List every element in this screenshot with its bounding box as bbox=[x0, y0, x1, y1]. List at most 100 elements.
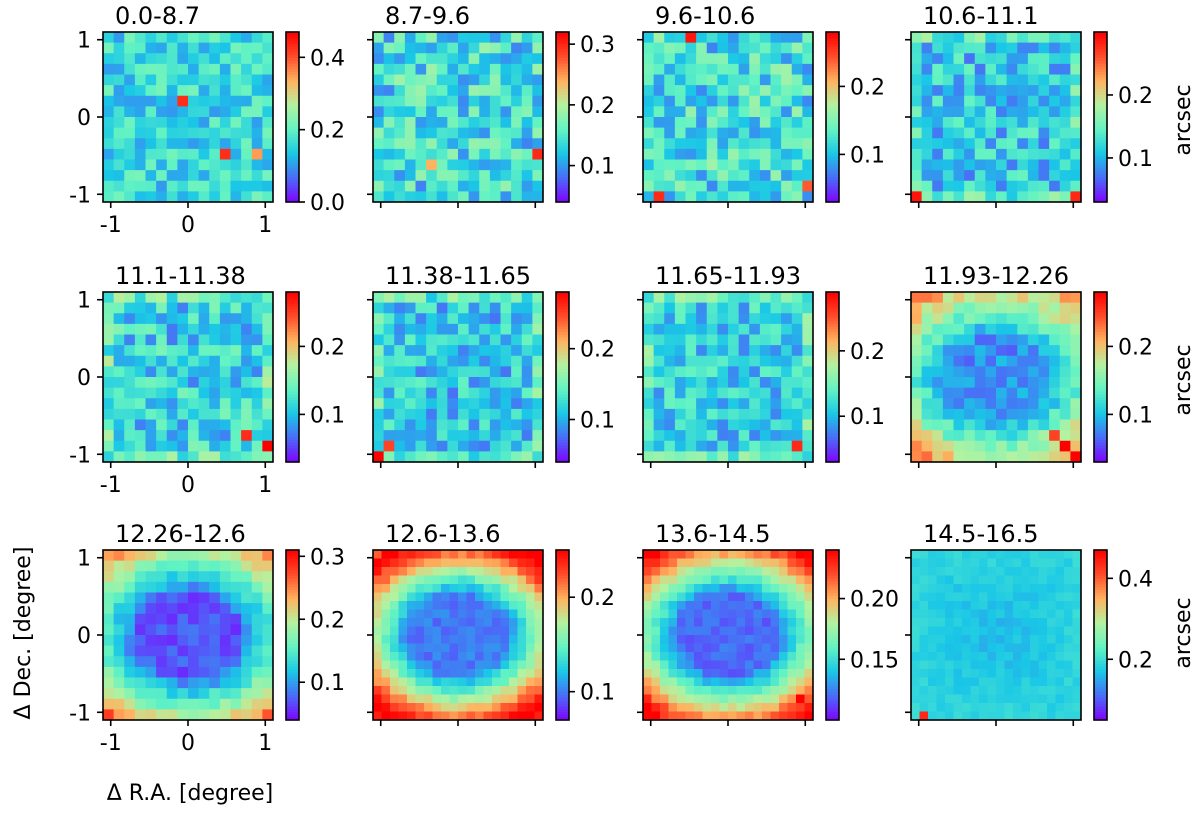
heatmap-cell bbox=[796, 694, 805, 704]
heatmap-cell bbox=[198, 32, 210, 44]
colorbar-segment bbox=[826, 377, 839, 381]
heatmap-cell bbox=[511, 117, 523, 129]
heatmap-cell bbox=[781, 85, 793, 97]
colorbar-segment bbox=[1094, 326, 1107, 330]
heatmap-cell bbox=[432, 558, 442, 568]
heatmap-cell bbox=[521, 74, 533, 86]
heatmap-cell bbox=[198, 709, 210, 721]
heatmap-cell bbox=[651, 567, 661, 576]
colorbar-segment bbox=[556, 623, 569, 627]
heatmap-cell bbox=[177, 387, 189, 399]
heatmap-cell bbox=[996, 575, 1005, 585]
heatmap-cell bbox=[219, 624, 231, 636]
heatmap-cell bbox=[1021, 558, 1031, 568]
heatmap-cell bbox=[987, 677, 997, 687]
colorbar-segment bbox=[1094, 173, 1107, 177]
heatmap-cell bbox=[177, 603, 189, 615]
heatmap-cell bbox=[483, 575, 493, 585]
heatmap-cell bbox=[643, 643, 652, 653]
heatmap-cell bbox=[145, 323, 157, 335]
heatmap-cell bbox=[791, 63, 803, 75]
heatmap-cell bbox=[802, 106, 814, 118]
heatmap-cell bbox=[728, 191, 740, 203]
heatmap-cell bbox=[230, 170, 242, 182]
heatmap-cell bbox=[796, 652, 805, 661]
heatmap-cell bbox=[1017, 95, 1029, 107]
heatmap-cell bbox=[1038, 601, 1048, 610]
heatmap-cell bbox=[651, 584, 661, 593]
heatmap-cell bbox=[483, 618, 493, 627]
heatmap-cell bbox=[685, 609, 695, 619]
heatmap-cell bbox=[1072, 669, 1082, 678]
heatmap-cell bbox=[728, 53, 740, 65]
heatmap-cell bbox=[262, 148, 274, 160]
heatmap-cell bbox=[436, 355, 448, 367]
heatmap-cell bbox=[668, 711, 678, 721]
heatmap-cell bbox=[113, 334, 125, 346]
heatmap-cell bbox=[770, 601, 780, 610]
heatmap-cell bbox=[219, 645, 231, 657]
heatmap-cell bbox=[432, 550, 442, 559]
heatmap-cell bbox=[664, 440, 676, 452]
heatmap-cell bbox=[532, 430, 544, 442]
heatmap-cell bbox=[532, 387, 544, 399]
heatmap-cell bbox=[188, 180, 200, 192]
heatmap-cell bbox=[664, 323, 676, 335]
heatmap-cell bbox=[230, 550, 242, 562]
heatmap-cell bbox=[787, 550, 797, 559]
colorbar: 0.150.20 bbox=[825, 549, 899, 721]
heatmap-cell bbox=[717, 159, 729, 171]
heatmap-cell bbox=[706, 117, 718, 129]
heatmap-cell bbox=[509, 652, 518, 661]
heatmap-cell bbox=[911, 42, 923, 54]
x-tick-label: 1 bbox=[258, 731, 272, 756]
heatmap-cell bbox=[103, 624, 115, 636]
colorbar-segment bbox=[826, 71, 839, 75]
heatmap-cell bbox=[685, 430, 697, 442]
heatmap-cell bbox=[1059, 366, 1071, 378]
heatmap-cell bbox=[770, 635, 780, 644]
heatmap-cell bbox=[660, 592, 669, 602]
heatmap-cell bbox=[251, 592, 263, 604]
heatmap-cell bbox=[262, 127, 274, 139]
heatmap-cell bbox=[962, 601, 971, 610]
heatmap-cell bbox=[526, 601, 535, 610]
heatmap-cell bbox=[177, 560, 189, 572]
heatmap-cell bbox=[719, 550, 729, 559]
heatmap-cell bbox=[1021, 592, 1031, 602]
heatmap-cell bbox=[390, 677, 399, 687]
heatmap-cell bbox=[441, 609, 450, 619]
heatmap-cell bbox=[219, 366, 231, 378]
heatmap-cell bbox=[156, 32, 168, 44]
heatmap-cell bbox=[479, 32, 491, 44]
heatmap-cell bbox=[928, 592, 937, 602]
heatmap-cell bbox=[706, 138, 718, 150]
heatmap-cell bbox=[979, 652, 988, 661]
heatmap-cell bbox=[447, 148, 459, 160]
heatmap-cell bbox=[749, 53, 761, 65]
heatmap-cell bbox=[1004, 618, 1014, 627]
heatmap-cell bbox=[415, 355, 427, 367]
heatmap-cell bbox=[749, 117, 761, 129]
heatmap-cell bbox=[103, 419, 115, 431]
heatmap-cell bbox=[156, 377, 168, 389]
heatmap-cell bbox=[696, 180, 708, 192]
heatmap-cell bbox=[753, 686, 763, 695]
heatmap-cell bbox=[521, 419, 533, 431]
heatmap-cell bbox=[1030, 592, 1039, 602]
heatmap-cell bbox=[779, 677, 788, 687]
heatmap-cell bbox=[458, 170, 470, 182]
heatmap-cell bbox=[749, 170, 761, 182]
heatmap-cell bbox=[517, 669, 527, 678]
heatmap-cell bbox=[251, 191, 263, 203]
heatmap-cell bbox=[479, 345, 491, 357]
heatmap-cell bbox=[468, 440, 480, 452]
heatmap-cell bbox=[509, 703, 518, 712]
colorbar-segment bbox=[286, 680, 299, 684]
heatmap-cell bbox=[702, 669, 712, 678]
heatmap-cell bbox=[974, 334, 986, 346]
colorbar-segment bbox=[826, 652, 839, 656]
heatmap-cell bbox=[449, 711, 459, 721]
heatmap-cell bbox=[398, 660, 408, 670]
heatmap-cell bbox=[500, 558, 510, 568]
